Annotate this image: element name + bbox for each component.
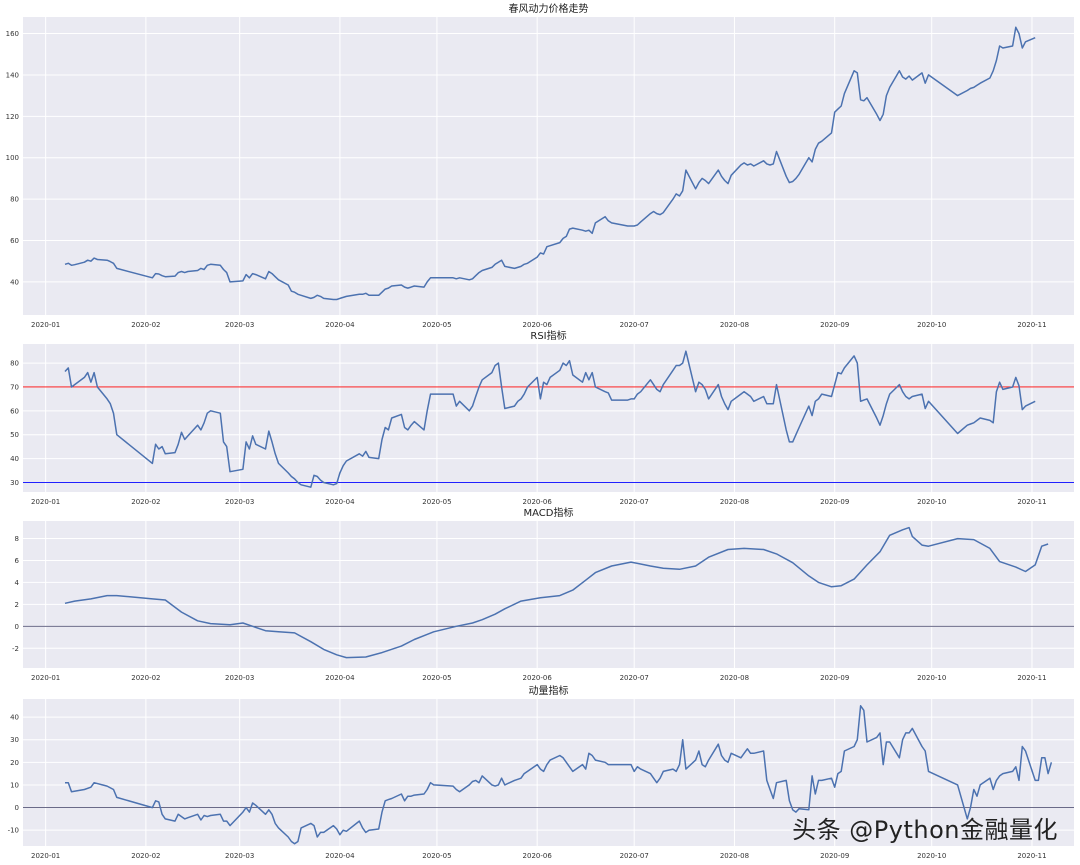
x-tick-label: 2020-01	[31, 498, 60, 506]
y-tick-label: 6	[15, 557, 20, 565]
x-tick-label: 2020-08	[720, 321, 749, 329]
x-tick-label: 2020-04	[325, 321, 355, 329]
x-tick-label: 2020-06	[523, 852, 553, 860]
x-tick-label: 2020-09	[820, 321, 849, 329]
series-line-1	[64, 26, 1036, 301]
x-tick-label: 2020-07	[620, 321, 649, 329]
chart-title: 春风动力价格走势	[509, 2, 589, 15]
chart-title: MACD指标	[524, 506, 574, 519]
x-tick-label: 2020-03	[225, 674, 254, 682]
x-tick-label: 2020-08	[720, 674, 749, 682]
y-tick-label: 20	[10, 759, 19, 767]
series-line-1	[64, 350, 1036, 488]
x-tick-label: 2020-02	[131, 321, 160, 329]
watermark-text: 头条 @Python金融量化	[792, 816, 1058, 844]
chart-panel-3: 2020-01 2020-02 2020-03 2020-04 2020-05 2020-…	[12, 506, 1074, 682]
y-tick-label: 40	[10, 278, 19, 286]
x-tick-label: 2020-05	[422, 852, 451, 860]
y-tick-label: 10	[10, 781, 19, 789]
y-tick-label: 50	[10, 431, 19, 439]
x-tick-label: 2020-11	[1017, 321, 1046, 329]
x-tick-label: 2020-05	[422, 321, 451, 329]
x-tick-label: 2020-03	[225, 321, 254, 329]
x-tick-label: 2020-01	[31, 852, 60, 860]
y-tick-label: 40	[10, 455, 19, 463]
x-tick-label: 2020-02	[131, 674, 160, 682]
x-tick-label: 2020-10	[917, 498, 946, 506]
y-tick-label: 80	[10, 360, 19, 368]
chart-panel-2: 2020-01 2020-02 2020-03 2020-04 2020-05 2020-…	[10, 329, 1074, 506]
x-tick-label: 2020-10	[917, 321, 946, 329]
y-tick-label: 60	[10, 407, 19, 415]
y-tick-label: 8	[15, 535, 19, 543]
plot-area	[23, 699, 1074, 846]
y-tick-label: 0	[15, 804, 19, 812]
x-tick-label: 2020-08	[720, 498, 749, 506]
x-tick-label: 2020-07	[620, 674, 649, 682]
x-tick-label: 2020-04	[325, 674, 355, 682]
x-tick-label: 2020-06	[523, 321, 553, 329]
x-tick-label: 2020-01	[31, 674, 60, 682]
plot-area	[23, 17, 1074, 315]
chart-title: RSI指标	[530, 329, 566, 342]
x-tick-label: 2020-10	[917, 852, 946, 860]
y-tick-label: -2	[12, 645, 19, 653]
series-line-1	[65, 705, 1053, 845]
x-tick-label: 2020-11	[1017, 674, 1046, 682]
y-tick-label: 4	[15, 579, 20, 587]
x-tick-label: 2020-09	[820, 498, 849, 506]
x-tick-label: 2020-10	[917, 674, 946, 682]
x-tick-label: 2020-05	[422, 498, 451, 506]
x-tick-label: 2020-11	[1017, 498, 1046, 506]
y-tick-label: 120	[6, 113, 19, 121]
x-tick-label: 2020-04	[325, 852, 355, 860]
chart-title: 动量指标	[529, 684, 569, 697]
y-tick-label: 40	[10, 714, 19, 722]
x-tick-label: 2020-06	[523, 674, 553, 682]
y-tick-label: 80	[10, 196, 19, 204]
x-tick-label: 2020-09	[820, 674, 849, 682]
plot-area	[23, 521, 1074, 668]
y-tick-label: 30	[10, 479, 19, 487]
x-tick-label: 2020-01	[31, 321, 60, 329]
y-tick-label: 140	[6, 71, 19, 79]
x-tick-label: 2020-04	[325, 498, 355, 506]
series-line-1	[64, 526, 1049, 659]
y-tick-label: 30	[10, 736, 19, 744]
x-tick-label: 2020-02	[131, 498, 160, 506]
x-tick-label: 2020-05	[422, 674, 451, 682]
y-tick-label: 100	[6, 154, 19, 162]
x-tick-label: 2020-06	[523, 498, 553, 506]
x-tick-label: 2020-09	[820, 852, 849, 860]
x-tick-label: 2020-07	[620, 498, 649, 506]
y-tick-label: 70	[10, 383, 19, 391]
chart-panel-1: 2020-01 2020-02 2020-03 2020-04 2020-05 2020-…	[6, 2, 1074, 329]
x-tick-label: 2020-03	[225, 852, 254, 860]
y-tick-label: 60	[10, 237, 19, 245]
chart-panel-4: 2020-01 2020-02 2020-03 2020-04 2020-05 2020-…	[8, 684, 1074, 860]
y-tick-label: 160	[6, 30, 19, 38]
y-tick-label: 2	[15, 601, 19, 609]
plot-area	[23, 344, 1074, 492]
x-tick-label: 2020-02	[131, 852, 160, 860]
x-tick-label: 2020-07	[620, 852, 649, 860]
x-tick-label: 2020-03	[225, 498, 254, 506]
y-tick-label: -10	[8, 827, 19, 835]
x-tick-label: 2020-08	[720, 852, 749, 860]
x-tick-label: 2020-11	[1017, 852, 1046, 860]
y-tick-label: 0	[15, 623, 19, 631]
